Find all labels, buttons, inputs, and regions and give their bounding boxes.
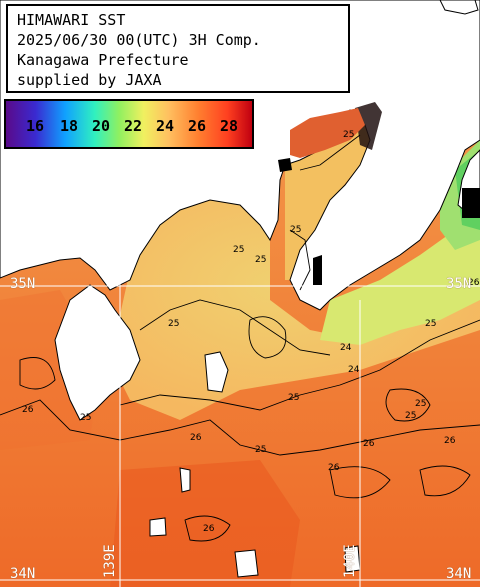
island (439, 0, 479, 15)
temperature-color-scale: 16 18 20 22 24 26 28 (4, 99, 254, 149)
graticule (0, 150, 480, 587)
contour-label: 26 (190, 433, 202, 443)
scale-label: 20 (92, 117, 111, 135)
island (234, 549, 259, 578)
latitude-label: 34N (446, 566, 472, 582)
contour-label: 25 (80, 413, 91, 423)
scale-label: 16 (26, 117, 45, 135)
data-source: supplied by JAXA (17, 71, 162, 89)
contour-label: 25 (290, 225, 301, 235)
contour-labels: 25 25 25 25 25 24 24 25 26 25 26 25 26 2… (22, 130, 480, 534)
scale-label: 28 (220, 117, 239, 135)
tokyo-bay-water (285, 110, 380, 280)
contour-label: 26 (203, 524, 215, 534)
contour-label: 25 (343, 130, 354, 140)
contour-label: 25 (255, 255, 266, 265)
contour-label: 25 (288, 393, 299, 403)
longitude-label: 139E (102, 544, 118, 578)
longitude-label: 140E (342, 544, 358, 578)
island (149, 517, 167, 537)
contour-label: 25 (425, 319, 436, 329)
island (179, 467, 191, 493)
latitude-label: 34N (10, 566, 36, 582)
product-title: HIMAWARI SST (17, 11, 126, 29)
contour-label: 25 (415, 399, 426, 409)
island (204, 351, 229, 393)
isotherm-contours (0, 134, 480, 542)
scale-label: 18 (60, 117, 79, 135)
contour-label: 25 (233, 245, 244, 255)
contour-label: 25 (255, 445, 266, 455)
contour-label: 26 (444, 436, 456, 446)
color-scale-labels: 16 18 20 22 24 26 28 (6, 101, 252, 147)
contour-label: 26 (328, 463, 340, 473)
contour-label: 24 (348, 365, 360, 375)
color-scale-bar (6, 101, 252, 147)
map-info-panel: HIMAWARI SST 2025/06/30 00(UTC) 3H Comp.… (6, 4, 350, 93)
latitude-label: 35N (10, 276, 36, 292)
no-data-cell (313, 255, 322, 285)
no-data-cell (462, 188, 480, 218)
observation-time: 2025/06/30 00(UTC) 3H Comp. (17, 31, 261, 49)
region-name: Kanagawa Prefecture (17, 51, 189, 69)
scale-label: 26 (188, 117, 207, 135)
contour-label: 26 (22, 405, 34, 415)
scale-label: 22 (124, 117, 143, 135)
contour-label: 26 (468, 278, 480, 288)
contour-label: 24 (340, 343, 352, 353)
contour-label: 25 (405, 411, 416, 421)
contour-label: 26 (363, 439, 375, 449)
contour-label: 25 (168, 319, 179, 329)
no-data-cell (278, 158, 292, 172)
no-data-cell (355, 102, 382, 150)
warm-inner-bay (290, 108, 365, 158)
cool-bay-water (110, 195, 480, 420)
scale-label: 24 (156, 117, 175, 135)
latitude-label: 35N (446, 276, 472, 292)
